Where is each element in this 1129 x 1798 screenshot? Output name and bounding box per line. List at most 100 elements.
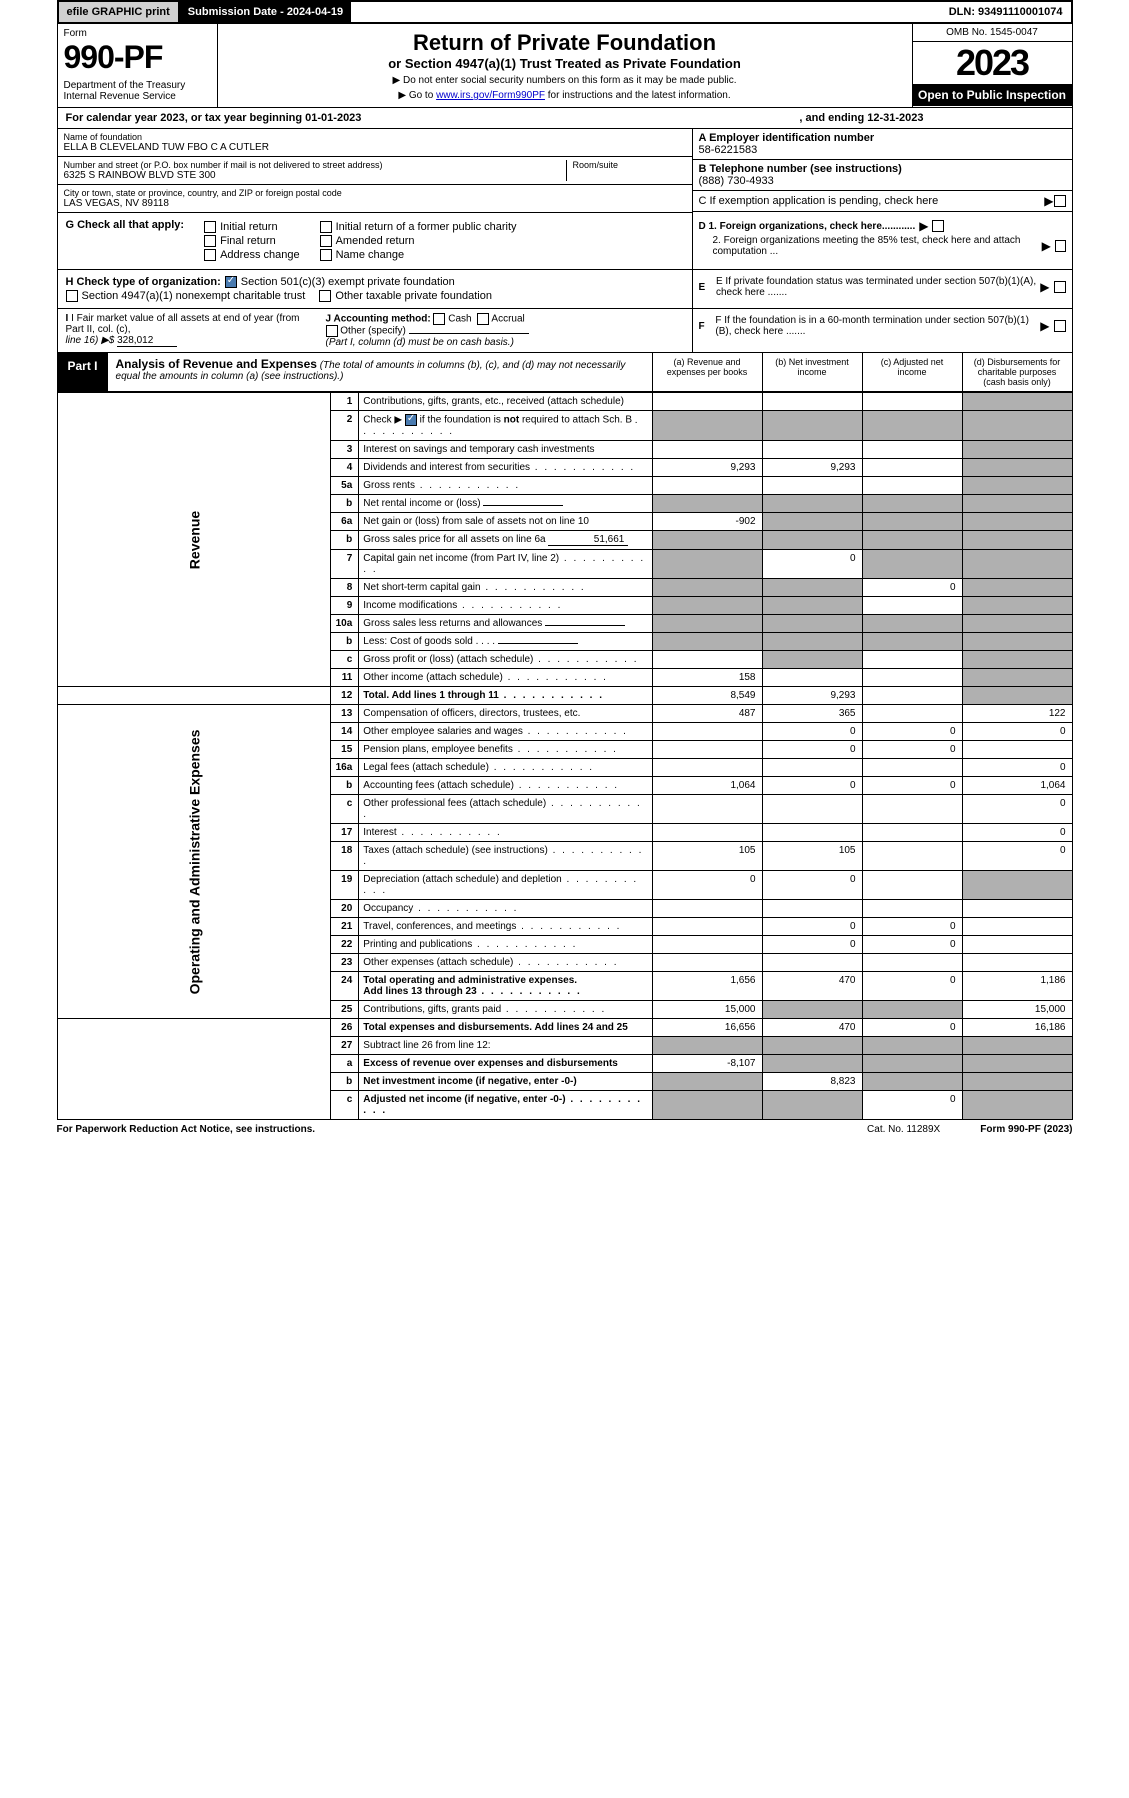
line-24-desc: Total operating and administrative expen…	[359, 972, 652, 1001]
line-4-col-b: 9,293	[762, 459, 862, 477]
name-change-checkbox[interactable]	[320, 249, 332, 261]
line-18-col-a: 105	[652, 842, 762, 871]
line-25-desc: Contributions, gifts, grants paid	[359, 1001, 652, 1019]
column-b-header: (b) Net investment income	[762, 353, 862, 391]
final-return-checkbox[interactable]	[204, 235, 216, 247]
line-27c-col-c: 0	[862, 1091, 962, 1120]
line-18-desc: Taxes (attach schedule) (see instruction…	[359, 842, 652, 871]
foundation-name: ELLA B CLEVELAND TUW FBO C A CUTLER	[64, 142, 686, 153]
line-15-desc: Pension plans, employee benefits	[359, 741, 652, 759]
column-d-header: (d) Disbursements for charitable purpose…	[962, 353, 1072, 391]
line-14-desc: Other employee salaries and wages	[359, 723, 652, 741]
line-2-desc: Check ▶ if the foundation is not require…	[359, 411, 652, 441]
telephone-label: B Telephone number (see instructions)	[699, 163, 1066, 175]
line-16b-col-a: 1,064	[652, 777, 762, 795]
line-26-col-d: 16,186	[962, 1019, 1072, 1037]
form-header: Form 990-PF Department of the TreasuryIn…	[57, 24, 1073, 108]
omb-number: OMB No. 1545-0047	[913, 24, 1072, 42]
other-method-checkbox[interactable]	[326, 325, 338, 337]
ein-label: A Employer identification number	[699, 132, 1066, 144]
street-address: 6325 S RAINBOW BLVD STE 300	[64, 170, 566, 181]
line-10a-desc: Gross sales less returns and allowances	[359, 615, 652, 633]
line-11-col-a: 158	[652, 669, 762, 687]
address-change-checkbox[interactable]	[204, 249, 216, 261]
line-26-desc: Total expenses and disbursements. Add li…	[359, 1019, 652, 1037]
room-label: Room/suite	[573, 160, 686, 170]
cash-checkbox[interactable]	[433, 313, 445, 325]
sch-b-not-required-checkbox[interactable]	[405, 414, 417, 426]
line-5a-desc: Gross rents	[359, 477, 652, 495]
efile-print-button[interactable]: efile GRAPHIC print	[59, 2, 180, 22]
line-12-col-b: 9,293	[762, 687, 862, 705]
section-c-label: C If exemption application is pending, c…	[699, 195, 939, 207]
column-c-header: (c) Adjusted net income	[862, 353, 962, 391]
telephone-value: (888) 730-4933	[699, 175, 1066, 187]
line-6b-desc: Gross sales price for all assets on line…	[359, 531, 652, 550]
line-8-col-c: 0	[862, 579, 962, 597]
line-9-desc: Income modifications	[359, 597, 652, 615]
4947a1-checkbox[interactable]	[66, 290, 78, 302]
instruction-2: ▶ Go to www.irs.gov/Form990PF for instru…	[224, 90, 906, 101]
department: Department of the TreasuryInternal Reven…	[64, 80, 211, 102]
amended-return-checkbox[interactable]	[320, 235, 332, 247]
line-16c-desc: Other professional fees (attach schedule…	[359, 795, 652, 824]
part-1-label: Part I	[58, 353, 108, 391]
form-number: 990-PF	[64, 39, 211, 76]
line-4-desc: Dividends and interest from securities	[359, 459, 652, 477]
line-27b-desc: Net investment income (if negative, ente…	[359, 1073, 652, 1091]
dln: DLN: 93491110001074	[941, 2, 1071, 22]
line-6a-desc: Net gain or (loss) from sale of assets n…	[359, 513, 652, 531]
line-25-col-d: 15,000	[962, 1001, 1072, 1019]
section-e-label: E If private foundation status was termi…	[716, 276, 1036, 298]
line-16a-desc: Legal fees (attach schedule)	[359, 759, 652, 777]
status-terminated-checkbox[interactable]	[1054, 281, 1066, 293]
line-27b-col-b: 8,823	[762, 1073, 862, 1091]
open-to-public: Open to Public Inspection	[913, 84, 1072, 106]
60-month-checkbox[interactable]	[1054, 320, 1066, 332]
line-26-col-a: 16,656	[652, 1019, 762, 1037]
page-footer: For Paperwork Reduction Act Notice, see …	[57, 1120, 1073, 1139]
section-j-label: J Accounting method:	[326, 314, 431, 325]
part1-col-d-note: (Part I, column (d) must be on cash basi…	[326, 337, 514, 348]
line-18-col-b: 105	[762, 842, 862, 871]
accrual-checkbox[interactable]	[477, 313, 489, 325]
line-8-desc: Net short-term capital gain	[359, 579, 652, 597]
section-d1-label: D 1. Foreign organizations, check here..…	[699, 221, 916, 232]
line-12-col-a: 8,549	[652, 687, 762, 705]
line-4-col-a: 9,293	[652, 459, 762, 477]
city-state-zip: LAS VEGAS, NV 89118	[64, 198, 686, 209]
line-20-desc: Occupancy	[359, 900, 652, 918]
form-label: Form	[64, 28, 211, 39]
name-label: Name of foundation	[64, 132, 686, 142]
line-13-desc: Compensation of officers, directors, tru…	[359, 705, 652, 723]
line-21-desc: Travel, conferences, and meetings	[359, 918, 652, 936]
column-a-header: (a) Revenue and expenses per books	[652, 353, 762, 391]
section-d2-label: 2. Foreign organizations meeting the 85%…	[713, 235, 1038, 257]
line-16b-desc: Accounting fees (attach schedule)	[359, 777, 652, 795]
501c3-checkbox[interactable]	[225, 276, 237, 288]
form-url-link[interactable]: www.irs.gov/Form990PF	[436, 90, 545, 101]
line-11-desc: Other income (attach schedule)	[359, 669, 652, 687]
line-13-col-b: 365	[762, 705, 862, 723]
line-19-desc: Depreciation (attach schedule) and deple…	[359, 871, 652, 900]
initial-former-checkbox[interactable]	[320, 221, 332, 233]
instruction-1: ▶ Do not enter social security numbers o…	[224, 75, 906, 86]
exemption-pending-checkbox[interactable]	[1054, 195, 1066, 207]
topbar: efile GRAPHIC print Submission Date - 20…	[57, 0, 1073, 24]
line-25-col-a: 15,000	[652, 1001, 762, 1019]
other-taxable-checkbox[interactable]	[319, 290, 331, 302]
line-7-desc: Capital gain net income (from Part IV, l…	[359, 550, 652, 579]
city-label: City or town, state or province, country…	[64, 188, 686, 198]
section-g-label: G Check all that apply:	[66, 219, 185, 231]
fmv-value: 328,012	[117, 335, 177, 347]
foreign-org-checkbox[interactable]	[932, 220, 944, 232]
line-10b-desc: Less: Cost of goods sold . . . .	[359, 633, 652, 651]
revenue-side-label: Revenue	[186, 407, 202, 672]
initial-return-checkbox[interactable]	[204, 221, 216, 233]
foreign-85-checkbox[interactable]	[1055, 240, 1066, 252]
ein-value: 58-6221583	[699, 144, 1066, 156]
expenses-side-label: Operating and Administrative Expenses	[186, 729, 202, 994]
line-22-desc: Printing and publications	[359, 936, 652, 954]
address-label: Number and street (or P.O. box number if…	[64, 160, 566, 170]
section-i-label: I Fair market value of all assets at end…	[66, 313, 300, 335]
